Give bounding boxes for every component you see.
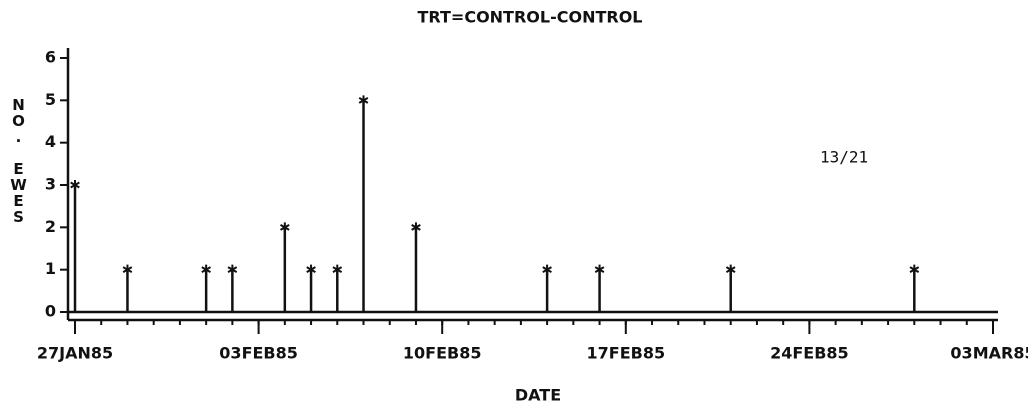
x-tick-label: 03MAR85 xyxy=(950,344,1028,363)
y-tick-label: 3 xyxy=(45,175,56,194)
y-tick-label: 1 xyxy=(45,259,56,278)
x-tick-label: 17FEB85 xyxy=(587,344,666,363)
marker xyxy=(411,222,421,233)
y-tick-label: 4 xyxy=(45,132,56,151)
y-tick-label: 5 xyxy=(45,90,56,109)
marker xyxy=(201,264,211,275)
y-axis-label: NO. EWES xyxy=(10,96,28,224)
x-axis-label: DATE xyxy=(515,386,561,405)
marker xyxy=(306,264,316,275)
marker xyxy=(594,264,605,275)
x-tick-label: 24FEB85 xyxy=(770,344,849,363)
marker xyxy=(227,264,238,275)
y-tick-label: 6 xyxy=(45,48,56,67)
y-tick-label: 0 xyxy=(45,302,56,321)
x-tick-label: 10FEB85 xyxy=(403,344,482,363)
marker xyxy=(909,264,920,275)
x-tick-label: 03FEB85 xyxy=(219,344,298,363)
annotation: 13/21 xyxy=(820,148,868,167)
chart-title: TRT=CONTROL-CONTROL xyxy=(417,8,642,27)
x-tick-label: 27JAN85 xyxy=(37,344,113,363)
marker xyxy=(358,95,369,106)
marker xyxy=(70,180,80,190)
marker xyxy=(279,222,290,233)
marker xyxy=(725,264,736,275)
marker xyxy=(542,264,552,275)
y-tick-label: 2 xyxy=(45,217,56,236)
marker xyxy=(122,264,133,275)
marker xyxy=(332,264,343,275)
